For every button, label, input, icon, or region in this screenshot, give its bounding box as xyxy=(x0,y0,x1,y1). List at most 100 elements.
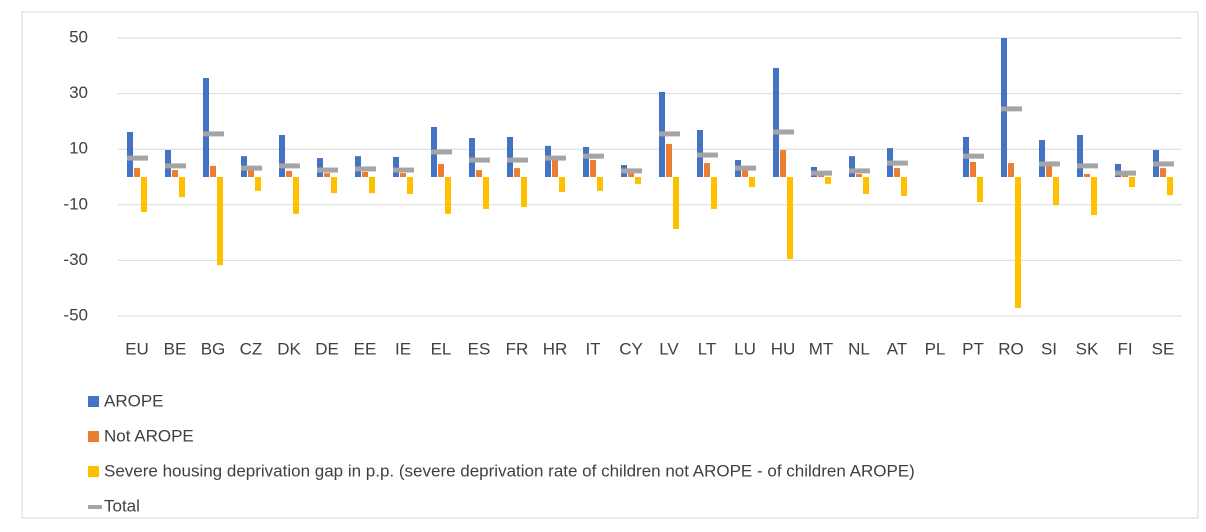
bar xyxy=(559,177,565,193)
x-tick-label: AT xyxy=(887,339,907,358)
bar xyxy=(901,177,907,196)
x-tick-label: MT xyxy=(809,339,834,358)
x-tick-label: CZ xyxy=(240,339,263,358)
bar xyxy=(400,173,406,177)
bar xyxy=(970,161,976,177)
x-tick-label: EU xyxy=(125,339,149,358)
bar xyxy=(749,177,755,188)
bar xyxy=(552,160,558,177)
total-marker xyxy=(241,165,262,171)
total-marker xyxy=(203,131,224,137)
total-marker xyxy=(127,155,148,161)
bar xyxy=(1129,177,1135,188)
bar xyxy=(514,168,520,177)
bar xyxy=(1115,163,1121,177)
y-tick-label: -30 xyxy=(63,250,88,269)
bar xyxy=(203,78,209,177)
x-tick-label: SK xyxy=(1076,339,1099,358)
total-marker xyxy=(1039,161,1060,167)
total-marker xyxy=(887,160,908,166)
bar xyxy=(1046,165,1052,177)
bar xyxy=(521,177,527,208)
x-tick-label: EE xyxy=(354,339,377,358)
x-tick-label: FR xyxy=(506,339,529,358)
bar xyxy=(583,146,589,177)
chart-frame xyxy=(21,11,1199,519)
x-tick-label: IE xyxy=(395,339,411,358)
total-marker xyxy=(431,149,452,155)
x-tick-label: FI xyxy=(1117,339,1132,358)
bar xyxy=(141,177,147,213)
bar xyxy=(255,177,261,191)
bar xyxy=(863,177,869,194)
bar xyxy=(362,171,368,177)
bar xyxy=(773,68,779,177)
total-marker xyxy=(1153,161,1174,167)
x-tick-label: BG xyxy=(201,339,226,358)
bar xyxy=(673,177,679,229)
total-marker xyxy=(1077,163,1098,169)
bar xyxy=(286,170,292,177)
bar xyxy=(1015,177,1021,308)
legend-label: Severe housing deprivation gap in p.p. (… xyxy=(104,461,915,480)
total-marker xyxy=(735,165,756,171)
bar xyxy=(590,160,596,177)
bar xyxy=(1008,163,1014,177)
bar xyxy=(849,156,855,177)
bar xyxy=(704,163,710,177)
bar xyxy=(127,131,133,177)
y-tick-label: 50 xyxy=(69,27,88,46)
bar xyxy=(1077,135,1083,177)
bar xyxy=(324,173,330,177)
bar xyxy=(780,150,786,177)
bar xyxy=(134,168,140,177)
bar xyxy=(293,177,299,214)
total-marker xyxy=(545,155,566,161)
bar xyxy=(787,177,793,260)
total-marker xyxy=(1001,106,1022,112)
bar xyxy=(711,177,717,209)
bar xyxy=(1160,168,1166,177)
bar xyxy=(210,165,216,177)
legend-swatch xyxy=(88,466,99,477)
y-tick-label: -50 xyxy=(63,305,88,324)
x-tick-label: CY xyxy=(619,339,643,358)
bar xyxy=(217,177,223,266)
bar xyxy=(317,158,323,177)
total-marker xyxy=(811,170,832,176)
bar xyxy=(856,173,862,177)
x-tick-label: RO xyxy=(998,339,1024,358)
legend-swatch xyxy=(88,431,99,442)
bar xyxy=(1053,177,1059,206)
x-tick-label: NL xyxy=(848,339,870,358)
y-tick-label: -10 xyxy=(63,194,88,213)
x-tick-label: PT xyxy=(962,339,984,358)
legend-label: Total xyxy=(104,496,140,515)
total-marker xyxy=(317,167,338,173)
x-tick-label: ES xyxy=(468,339,491,358)
bar xyxy=(179,177,185,198)
bar xyxy=(407,177,413,194)
x-tick-label: EL xyxy=(431,339,452,358)
legend-label: Not AROPE xyxy=(104,426,194,445)
total-marker xyxy=(659,131,680,137)
bar xyxy=(248,170,254,177)
bar xyxy=(977,177,983,203)
legend-swatch xyxy=(88,505,102,509)
total-marker xyxy=(393,167,414,173)
total-marker xyxy=(963,153,984,159)
total-marker xyxy=(621,168,642,174)
total-marker xyxy=(165,163,186,169)
x-tick-label: PL xyxy=(925,339,946,358)
total-marker xyxy=(279,163,300,169)
bar xyxy=(1167,177,1173,196)
bar xyxy=(438,163,444,177)
bar xyxy=(597,177,603,191)
bar xyxy=(393,156,399,177)
bar xyxy=(172,170,178,177)
x-tick-label: DK xyxy=(277,339,301,358)
bar xyxy=(545,145,551,177)
x-tick-label: HU xyxy=(771,339,796,358)
bar xyxy=(1122,175,1128,177)
